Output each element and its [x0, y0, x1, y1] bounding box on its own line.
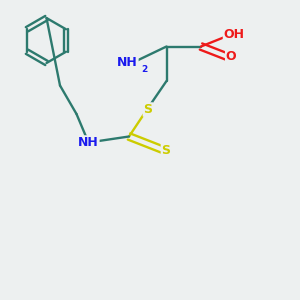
Text: S: S: [161, 143, 170, 157]
Text: NH: NH: [78, 136, 99, 149]
Text: S: S: [143, 103, 152, 116]
Text: NH: NH: [117, 56, 138, 70]
Text: OH: OH: [224, 28, 244, 41]
Text: O: O: [226, 50, 236, 64]
Text: 2: 2: [141, 64, 147, 74]
